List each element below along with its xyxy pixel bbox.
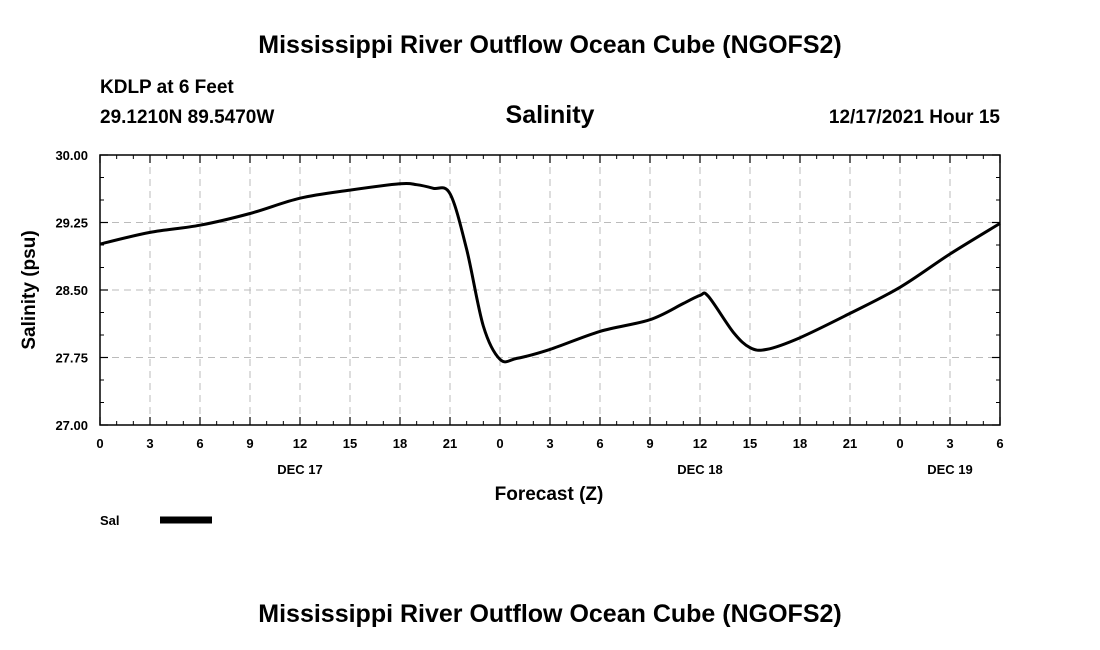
x-tick-label: 18 — [793, 436, 807, 451]
x-tick-label: 0 — [96, 436, 103, 451]
run-datetime: 12/17/2021 Hour 15 — [828, 107, 1000, 128]
station-label: KDLP at 6 Feet — [100, 77, 234, 98]
x-tick-label: 15 — [343, 436, 357, 451]
x-tick-label: 21 — [843, 436, 857, 451]
axis-labels: 0 3 6 9 12 15 18 21 0 3 6 9 12 15 18 21 0 3 6 DEC 17 DEC 18 D… — [55, 148, 1003, 477]
x-tick-label: 3 — [946, 436, 953, 451]
x-tick-label: 0 — [496, 436, 503, 451]
y-tick-label: 28.50 — [55, 283, 88, 298]
x-tick-label: 12 — [693, 436, 707, 451]
x-tick-label: 6 — [996, 436, 1003, 451]
x-tick-label: 9 — [246, 436, 253, 451]
x-tick-label: 15 — [743, 436, 757, 451]
x-tick-label: 9 — [646, 436, 653, 451]
x-tick-label: 6 — [196, 436, 203, 451]
y-axis-title: Salinity (psu) — [19, 230, 40, 349]
y-tick-label: 30.00 — [55, 148, 88, 163]
axis-ticks — [99, 154, 1001, 426]
x-tick-label: 3 — [546, 436, 553, 451]
series-line-sal — [99, 181, 1001, 364]
x-day-label: DEC 18 — [677, 462, 723, 477]
x-tick-label: 12 — [293, 436, 307, 451]
x-day-label: DEC 19 — [927, 462, 973, 477]
plot-title: Salinity — [505, 101, 595, 129]
x-tick-label: 3 — [146, 436, 153, 451]
chart-title-bottom: Mississippi River Outflow Ocean Cube (NG… — [258, 600, 842, 628]
x-tick-label: 6 — [596, 436, 603, 451]
y-tick-label: 29.25 — [55, 216, 88, 231]
legend-label: Sal — [100, 513, 120, 528]
x-tick-label: 0 — [896, 436, 903, 451]
y-tick-label: 27.75 — [55, 351, 88, 366]
chart-title-top: Mississippi River Outflow Ocean Cube (NG… — [258, 31, 842, 59]
y-tick-label: 27.00 — [55, 418, 88, 433]
station-coordinates: 29.1210N 89.5470W — [100, 107, 275, 128]
x-axis-title: Forecast (Z) — [495, 484, 604, 505]
x-day-label: DEC 17 — [277, 462, 323, 477]
x-tick-label: 18 — [393, 436, 407, 451]
x-tick-label: 21 — [443, 436, 457, 451]
chart-grid — [100, 155, 1000, 425]
